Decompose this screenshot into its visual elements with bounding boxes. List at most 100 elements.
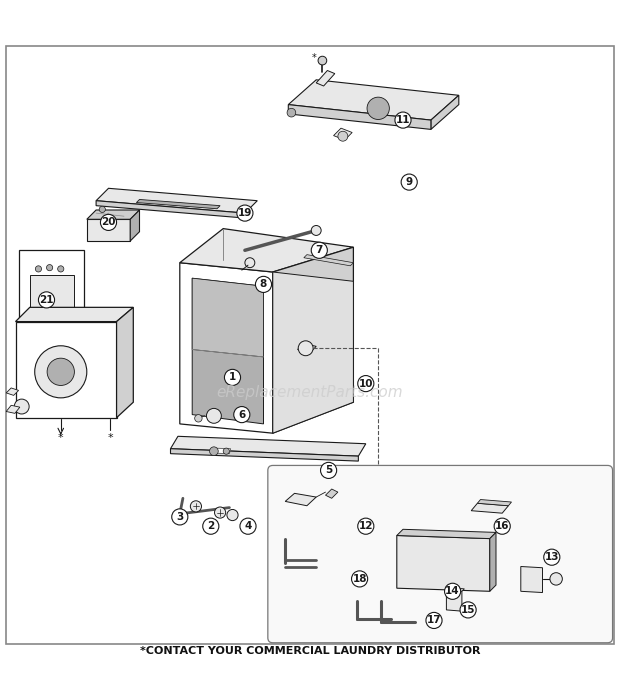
Circle shape <box>426 612 442 628</box>
Polygon shape <box>431 95 459 129</box>
Polygon shape <box>87 219 130 241</box>
FancyBboxPatch shape <box>6 45 614 644</box>
Polygon shape <box>298 343 316 352</box>
Circle shape <box>544 549 560 565</box>
Polygon shape <box>288 105 431 129</box>
Polygon shape <box>192 278 264 424</box>
Circle shape <box>550 572 562 585</box>
Polygon shape <box>30 340 38 347</box>
Circle shape <box>58 266 64 272</box>
Polygon shape <box>180 263 273 433</box>
Polygon shape <box>397 535 490 591</box>
Polygon shape <box>316 71 335 86</box>
Circle shape <box>203 518 219 534</box>
Text: 7: 7 <box>316 245 323 255</box>
Polygon shape <box>446 590 462 611</box>
Circle shape <box>358 375 374 391</box>
Polygon shape <box>285 493 316 506</box>
Polygon shape <box>96 188 257 213</box>
Circle shape <box>494 518 510 534</box>
Circle shape <box>367 97 389 120</box>
Text: 4: 4 <box>244 521 252 531</box>
Text: 11: 11 <box>396 115 410 125</box>
Polygon shape <box>130 210 140 241</box>
Circle shape <box>234 407 250 423</box>
Circle shape <box>195 415 202 422</box>
Circle shape <box>210 447 218 456</box>
Polygon shape <box>192 278 264 357</box>
Text: 10: 10 <box>358 379 373 389</box>
Text: *CONTACT YOUR COMMERCIAL LAUNDRY DISTRIBUTOR: *CONTACT YOUR COMMERCIAL LAUNDRY DISTRIB… <box>140 647 480 656</box>
Text: eReplacementParts.com: eReplacementParts.com <box>216 385 404 401</box>
Circle shape <box>287 108 296 117</box>
Text: 19: 19 <box>237 208 252 218</box>
Polygon shape <box>180 229 353 272</box>
Polygon shape <box>19 250 84 350</box>
Circle shape <box>46 264 53 271</box>
Polygon shape <box>87 210 140 219</box>
Circle shape <box>240 518 256 534</box>
Circle shape <box>352 571 368 587</box>
Polygon shape <box>334 128 352 140</box>
Circle shape <box>35 266 42 272</box>
FancyBboxPatch shape <box>268 466 613 643</box>
Text: 18: 18 <box>352 574 367 584</box>
Polygon shape <box>273 247 353 433</box>
Text: 8: 8 <box>260 280 267 289</box>
Circle shape <box>215 507 226 518</box>
Polygon shape <box>170 449 358 461</box>
Circle shape <box>100 215 117 231</box>
Polygon shape <box>30 275 74 340</box>
Circle shape <box>227 510 238 521</box>
Polygon shape <box>16 308 133 322</box>
Polygon shape <box>304 254 353 266</box>
Circle shape <box>224 369 241 385</box>
Text: 5: 5 <box>325 466 332 475</box>
Polygon shape <box>117 308 133 418</box>
Circle shape <box>298 341 313 356</box>
Circle shape <box>38 292 55 308</box>
Circle shape <box>321 462 337 478</box>
Polygon shape <box>170 436 366 456</box>
Polygon shape <box>16 322 117 418</box>
Circle shape <box>338 131 348 141</box>
Polygon shape <box>288 80 459 120</box>
Text: 16: 16 <box>495 521 510 531</box>
Circle shape <box>401 174 417 190</box>
Text: 9: 9 <box>405 177 413 187</box>
Text: 2: 2 <box>207 521 215 531</box>
Circle shape <box>172 509 188 525</box>
Circle shape <box>318 56 327 65</box>
Text: *: * <box>311 53 316 63</box>
Polygon shape <box>521 566 542 593</box>
Circle shape <box>358 518 374 534</box>
Text: 17: 17 <box>427 615 441 626</box>
Polygon shape <box>397 529 496 539</box>
Text: *: * <box>107 433 113 443</box>
Polygon shape <box>477 500 512 506</box>
Polygon shape <box>326 489 338 498</box>
Circle shape <box>206 408 221 424</box>
Polygon shape <box>6 388 19 396</box>
Circle shape <box>445 583 461 599</box>
Text: 6: 6 <box>238 410 246 419</box>
Text: 3: 3 <box>176 512 184 522</box>
Circle shape <box>35 346 87 398</box>
Polygon shape <box>471 503 508 513</box>
Circle shape <box>460 602 476 618</box>
Circle shape <box>47 358 74 385</box>
Polygon shape <box>211 448 231 454</box>
Text: 14: 14 <box>445 586 460 596</box>
Text: 13: 13 <box>544 552 559 562</box>
Circle shape <box>237 205 253 221</box>
Circle shape <box>255 276 272 292</box>
Circle shape <box>311 243 327 259</box>
Polygon shape <box>490 533 496 591</box>
Text: 15: 15 <box>461 605 476 615</box>
Polygon shape <box>136 199 220 209</box>
Polygon shape <box>6 405 20 413</box>
Circle shape <box>14 399 29 414</box>
Circle shape <box>190 500 202 512</box>
Circle shape <box>245 258 255 268</box>
Text: 12: 12 <box>358 521 373 531</box>
